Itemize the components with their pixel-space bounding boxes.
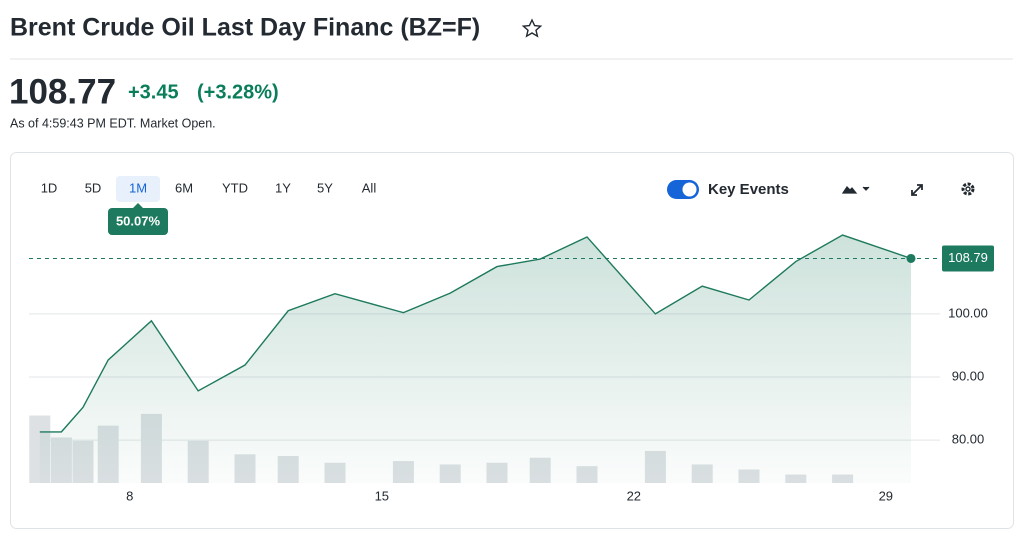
range-change-badge xyxy=(108,208,168,235)
toggle-knob xyxy=(682,182,697,197)
range-selected-bg xyxy=(116,176,160,202)
badge-pointer xyxy=(133,203,143,208)
range-button[interactable]: 1D xyxy=(41,180,58,195)
last-price-label: 108.79 xyxy=(948,250,988,265)
key-events-label[interactable]: Key Events xyxy=(708,181,789,198)
range-change: 50.07% xyxy=(116,213,161,228)
settings-button[interactable] xyxy=(961,182,975,196)
as-of: As of 4:59:43 PM EDT. Market Open. xyxy=(10,116,216,130)
x-tick-label: 22 xyxy=(627,488,641,503)
x-tick-label: 15 xyxy=(375,488,389,503)
watchlist-star[interactable] xyxy=(521,18,543,38)
range-button[interactable]: 5Y xyxy=(317,180,333,195)
range-button[interactable]: All xyxy=(362,180,377,195)
settings-hole xyxy=(965,186,971,192)
change-percent: (+3.28%) xyxy=(197,81,279,103)
y-tick-label: 100.00 xyxy=(948,305,988,320)
fullscreen-button[interactable] xyxy=(911,184,923,196)
x-tick-label: 8 xyxy=(126,488,133,503)
change: +3.45 xyxy=(128,81,179,103)
area-fill xyxy=(39,235,912,483)
range-button[interactable]: 5D xyxy=(85,180,102,195)
chart-type-button[interactable] xyxy=(841,186,870,194)
y-tick-label: 90.00 xyxy=(952,368,985,383)
y-tick-label: 80.00 xyxy=(952,432,985,447)
price-line xyxy=(39,234,912,433)
range-button[interactable]: 1Y xyxy=(275,180,291,195)
last-price-badge xyxy=(942,245,994,272)
range-button[interactable]: 1M xyxy=(129,180,147,195)
price: 108.77 xyxy=(9,72,116,111)
range-button[interactable]: 6M xyxy=(175,180,193,195)
range-button[interactable]: YTD xyxy=(222,180,248,195)
title: Brent Crude Oil Last Day Financ (BZ=F) xyxy=(10,14,480,42)
x-tick-label: 29 xyxy=(879,488,893,503)
last-point xyxy=(906,253,916,263)
